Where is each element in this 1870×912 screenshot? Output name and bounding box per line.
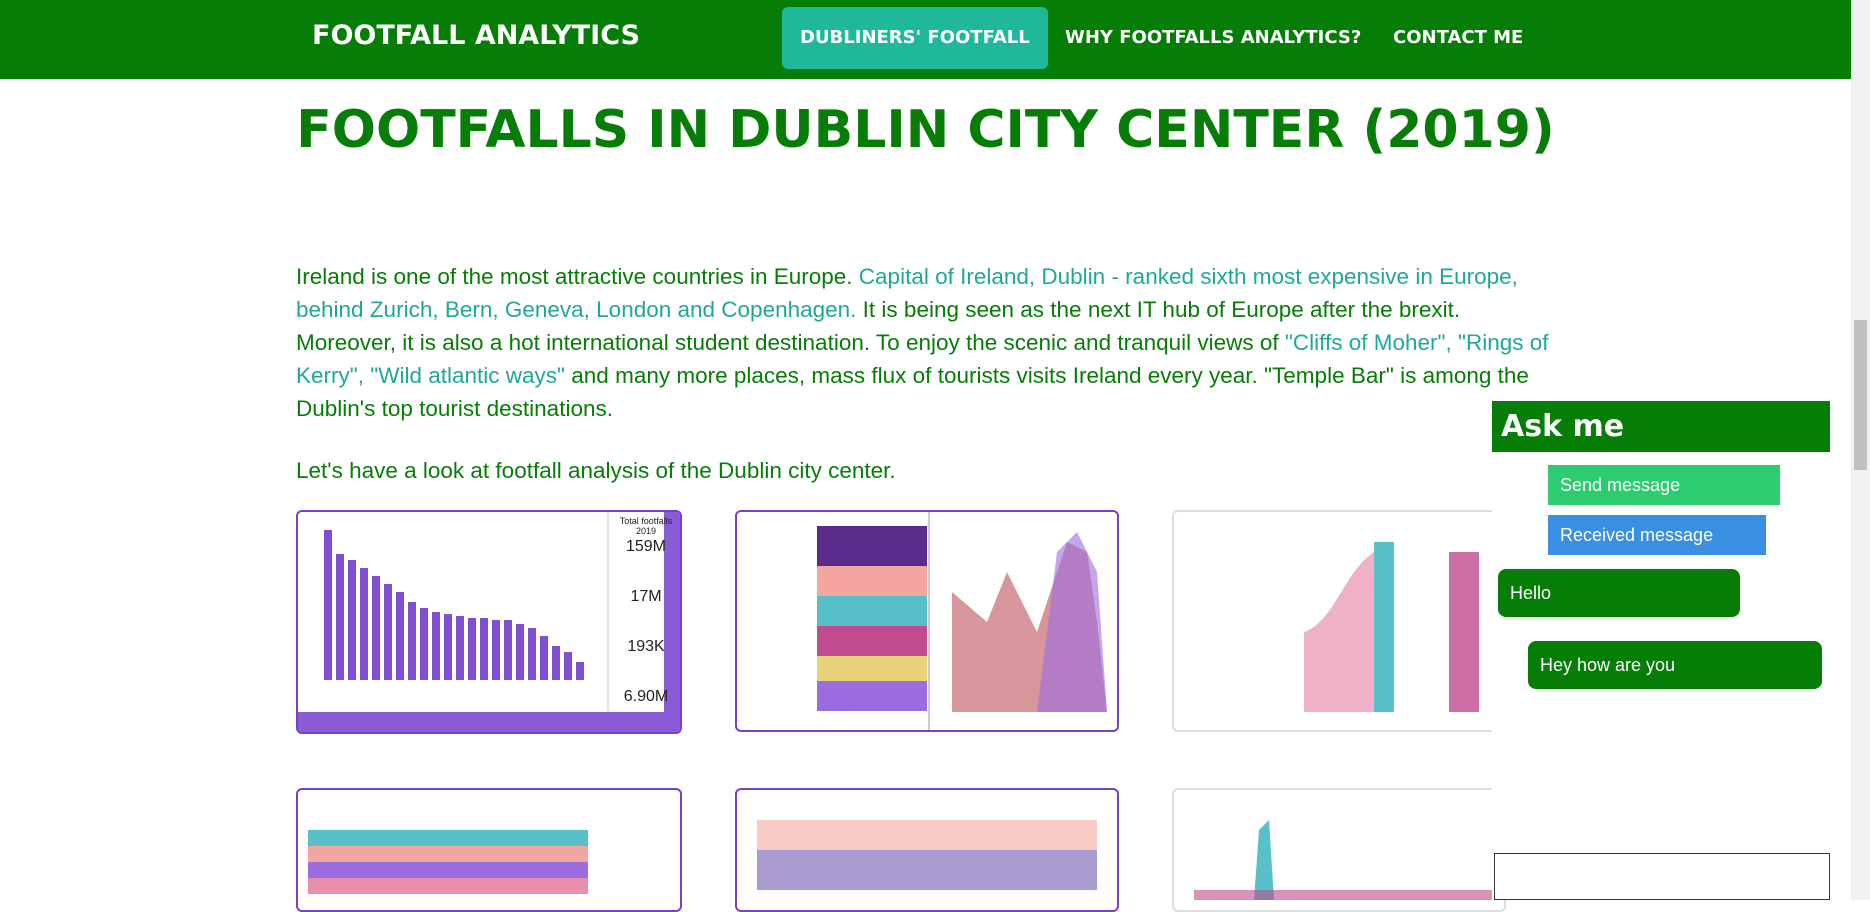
brand[interactable]: FOOTFALL ANALYTICS xyxy=(312,20,640,51)
column xyxy=(1374,542,1394,712)
filter-pane xyxy=(664,512,680,712)
bars xyxy=(324,530,584,680)
dashboard-thumbnail[interactable] xyxy=(735,788,1119,912)
area-image xyxy=(1037,532,1107,712)
chat-header[interactable]: Ask me xyxy=(1492,401,1830,452)
bar-chart-image xyxy=(298,512,680,732)
text: Ireland is one of the most attractive co… xyxy=(296,264,859,289)
nav-link[interactable]: CONTACT ME xyxy=(1393,27,1524,48)
lead-paragraph: Let's have a look at footfall analysis o… xyxy=(296,458,896,483)
navbar: FOOTFALL ANALYTICS DUBLINERS' FOOTFALL W… xyxy=(0,0,1851,79)
kpi-value: 6.90M xyxy=(623,688,669,705)
dashboard-thumbnail[interactable] xyxy=(1172,510,1506,732)
kpi-caption: Total footfalls 2019 xyxy=(619,516,673,536)
nav-link[interactable]: DUBLINERS' FOOTFALL xyxy=(782,7,1048,69)
footer-band xyxy=(298,712,680,732)
text: and many more places, mass flux of touri… xyxy=(296,363,1529,421)
text: It is being seen as the next IT hub of E… xyxy=(296,297,1461,355)
kpi-value: 17M xyxy=(630,588,662,605)
stacked-columns xyxy=(817,526,927,711)
dashboard-thumbnail[interactable]: Total footfalls 2019 159M 17M 193K 6.90M xyxy=(296,510,682,734)
nav-link[interactable]: WHY FOOTFALLS ANALYTICS? xyxy=(1065,27,1362,48)
dashboard-thumbnail[interactable] xyxy=(735,510,1119,732)
highlight[interactable]: Capital of Ireland, Dublin - ranked sixt… xyxy=(296,264,1518,322)
page-heading: FOOTFALLS IN DUBLIN CITY CENTER (2019) xyxy=(296,100,1555,160)
chat-input[interactable] xyxy=(1494,853,1830,900)
chat-widget: Ask me Send message Received message Hel… xyxy=(1492,401,1830,900)
receive-legend: Received message xyxy=(1548,515,1766,555)
chat-message: Hello xyxy=(1498,569,1740,617)
ribbon-chart-image xyxy=(1304,542,1479,712)
scrollbar[interactable] xyxy=(1851,0,1870,900)
kpi-value: 159M xyxy=(625,538,667,555)
ribbon-chart-image xyxy=(308,830,588,894)
chat-message: Hey how are you xyxy=(1528,641,1822,689)
dashboard-thumbnail[interactable] xyxy=(296,788,682,912)
intro-paragraph: Ireland is one of the most attractive co… xyxy=(296,260,1560,425)
kpi-value: 193K xyxy=(627,638,665,655)
send-legend: Send message xyxy=(1548,465,1780,505)
highlight[interactable]: "Cliffs of Moher", "Rings of Kerry", "Wi… xyxy=(296,330,1549,388)
column xyxy=(1449,552,1479,712)
scroll-thumb[interactable] xyxy=(1854,320,1867,470)
ribbon xyxy=(1304,552,1374,712)
dashboard-thumbnail[interactable] xyxy=(1172,788,1506,912)
time-series-image xyxy=(1194,820,1494,900)
stacked-chart-image xyxy=(817,512,1107,730)
time-series-image xyxy=(757,820,1097,890)
